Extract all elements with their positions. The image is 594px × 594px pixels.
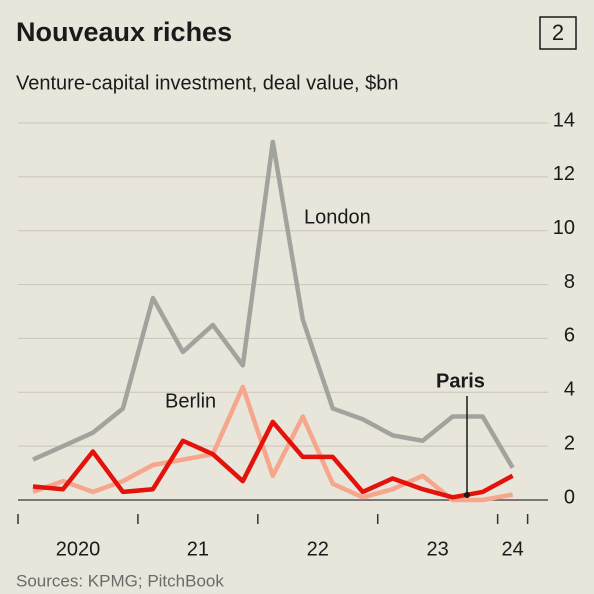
- x-tick-label: 23: [427, 538, 449, 560]
- y-tick-label: 12: [553, 163, 575, 185]
- chart-number: 2: [552, 20, 564, 45]
- y-tick-label: 8: [564, 271, 575, 293]
- source: Sources: KPMG; PitchBook: [16, 571, 224, 590]
- x-tick-label: 2020: [56, 538, 101, 560]
- chart-title: Nouveaux riches: [16, 17, 232, 47]
- y-tick-label: 6: [564, 325, 575, 347]
- y-tick-label: 2: [564, 432, 575, 454]
- series-line: [32, 384, 514, 503]
- x-tick-label: 22: [307, 538, 329, 560]
- series-label: Paris: [436, 370, 485, 392]
- series-line: [32, 419, 514, 500]
- y-tick-label: 4: [564, 379, 575, 401]
- pointer-dot: [464, 492, 470, 498]
- y-tick-label: 0: [564, 486, 575, 508]
- y-tick-label: 10: [553, 217, 575, 239]
- y-tick-label: 14: [553, 109, 575, 131]
- number-box: [539, 16, 577, 50]
- x-tick-label: 21: [187, 538, 209, 560]
- series-label: Berlin: [165, 390, 216, 412]
- series-label: London: [304, 206, 371, 228]
- subtitle: Venture-capital investment, deal value, …: [16, 72, 398, 94]
- series-line: [32, 139, 515, 469]
- x-tick-label: 24: [502, 538, 524, 560]
